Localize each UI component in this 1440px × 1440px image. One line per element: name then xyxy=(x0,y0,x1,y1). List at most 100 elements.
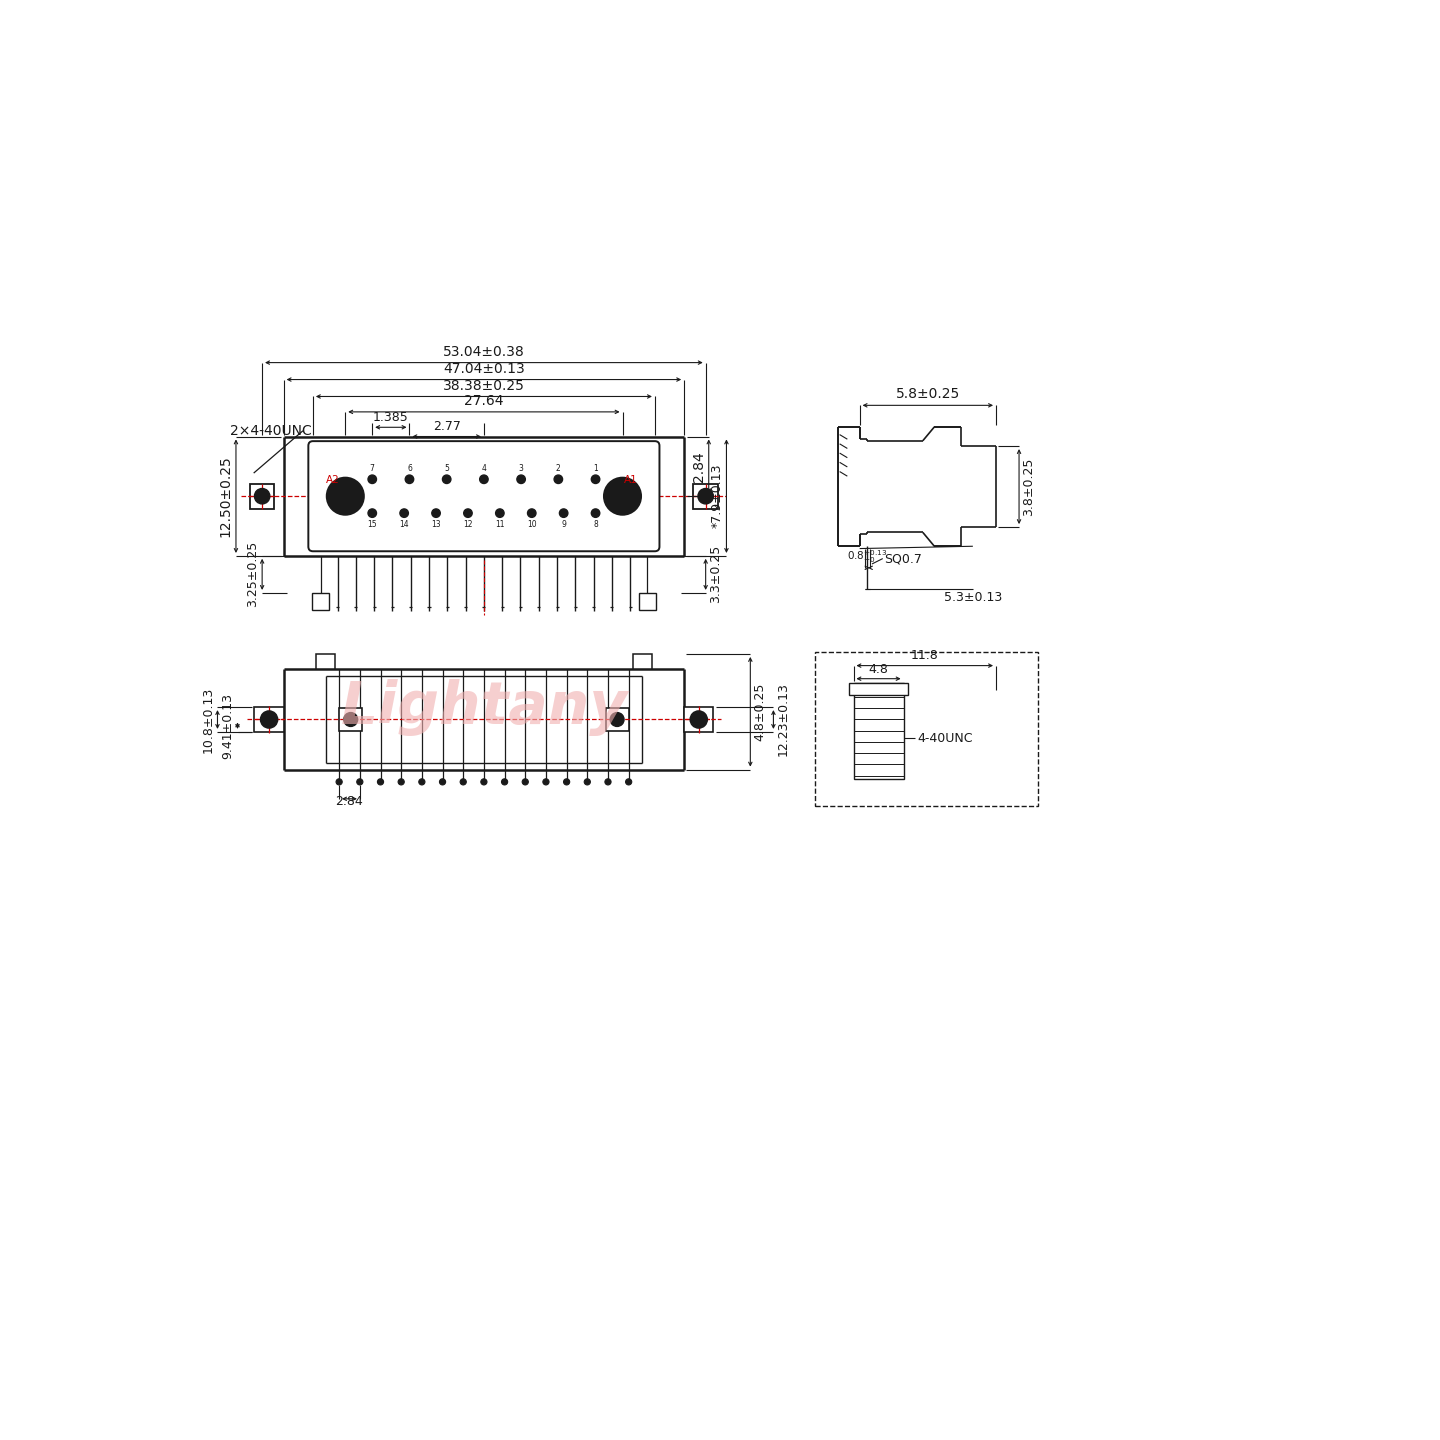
Bar xyxy=(850,683,909,696)
Text: 2.84: 2.84 xyxy=(336,795,363,808)
Circle shape xyxy=(397,779,405,785)
Circle shape xyxy=(461,779,467,785)
Text: 2×4-40UNC: 2×4-40UNC xyxy=(230,423,311,438)
Text: 8: 8 xyxy=(593,520,598,528)
Text: 12: 12 xyxy=(464,520,472,528)
Circle shape xyxy=(439,779,445,785)
Bar xyxy=(854,683,903,779)
Text: 2.84: 2.84 xyxy=(691,451,706,482)
Text: 3.8±0.25: 3.8±0.25 xyxy=(1022,458,1035,516)
Circle shape xyxy=(585,779,590,785)
Circle shape xyxy=(419,779,425,785)
Text: 14: 14 xyxy=(399,520,409,528)
Bar xyxy=(312,593,330,609)
Bar xyxy=(255,707,284,732)
Text: 38.38±0.25: 38.38±0.25 xyxy=(444,379,524,393)
Text: 12.50±0.25: 12.50±0.25 xyxy=(219,455,233,537)
Circle shape xyxy=(261,711,278,729)
Text: A2: A2 xyxy=(325,475,340,485)
Circle shape xyxy=(327,478,364,514)
Text: 11.8: 11.8 xyxy=(912,649,939,662)
Bar xyxy=(606,708,629,732)
Circle shape xyxy=(527,508,536,517)
Circle shape xyxy=(543,779,549,785)
Circle shape xyxy=(611,713,624,726)
Circle shape xyxy=(698,488,713,504)
Circle shape xyxy=(405,475,413,484)
FancyBboxPatch shape xyxy=(308,441,660,552)
Circle shape xyxy=(592,508,600,517)
Text: 2.77: 2.77 xyxy=(433,420,461,433)
Text: 3: 3 xyxy=(518,464,524,474)
Circle shape xyxy=(432,508,441,517)
Circle shape xyxy=(690,711,707,729)
Circle shape xyxy=(400,508,409,517)
Circle shape xyxy=(696,716,703,723)
Bar xyxy=(249,484,275,508)
Circle shape xyxy=(480,475,488,484)
Text: Lightany: Lightany xyxy=(340,680,628,736)
Text: 27.64: 27.64 xyxy=(464,395,504,408)
Text: 4: 4 xyxy=(481,464,487,474)
Circle shape xyxy=(464,508,472,517)
Circle shape xyxy=(523,779,528,785)
Text: 4.8: 4.8 xyxy=(868,662,888,675)
Text: $0.8^{+0.13}_{-0}$: $0.8^{+0.13}_{-0}$ xyxy=(847,549,887,564)
Text: 1.385: 1.385 xyxy=(373,412,409,425)
Circle shape xyxy=(481,779,487,785)
Text: 2: 2 xyxy=(556,464,560,474)
Text: SQ0.7: SQ0.7 xyxy=(884,552,922,564)
Text: 53.04±0.38: 53.04±0.38 xyxy=(444,344,524,359)
Circle shape xyxy=(625,779,632,785)
Circle shape xyxy=(612,485,634,507)
Circle shape xyxy=(369,508,376,517)
Text: 1: 1 xyxy=(593,464,598,474)
Circle shape xyxy=(265,716,272,723)
Circle shape xyxy=(495,508,504,517)
Circle shape xyxy=(344,713,357,726)
Circle shape xyxy=(341,491,350,501)
Circle shape xyxy=(563,779,570,785)
Circle shape xyxy=(334,485,356,507)
Circle shape xyxy=(377,779,383,785)
Text: 12.23±0.13: 12.23±0.13 xyxy=(776,683,789,756)
Circle shape xyxy=(554,475,563,484)
Circle shape xyxy=(605,779,611,785)
Bar xyxy=(340,708,363,732)
Text: A1: A1 xyxy=(624,475,638,485)
Circle shape xyxy=(357,779,363,785)
Text: 9: 9 xyxy=(562,520,566,528)
Circle shape xyxy=(442,475,451,484)
Circle shape xyxy=(501,779,508,785)
Text: 7: 7 xyxy=(370,464,374,474)
Text: 5.3±0.13: 5.3±0.13 xyxy=(943,590,1002,603)
Text: 3.25±0.25: 3.25±0.25 xyxy=(246,541,259,608)
Circle shape xyxy=(255,488,269,504)
Text: 13: 13 xyxy=(431,520,441,528)
Text: 6: 6 xyxy=(408,464,412,474)
Text: 5.8±0.25: 5.8±0.25 xyxy=(896,387,960,402)
Circle shape xyxy=(592,475,600,484)
Text: 11: 11 xyxy=(495,520,504,528)
Bar xyxy=(639,593,655,609)
Text: 10.8±0.13: 10.8±0.13 xyxy=(202,687,215,753)
Text: 4.8±0.25: 4.8±0.25 xyxy=(753,683,766,742)
Text: *7.9±0.13: *7.9±0.13 xyxy=(710,464,723,528)
Bar xyxy=(815,652,1038,806)
Text: 4-40UNC: 4-40UNC xyxy=(917,732,973,744)
Circle shape xyxy=(517,475,526,484)
Text: 47.04±0.13: 47.04±0.13 xyxy=(444,361,524,376)
Bar xyxy=(684,707,713,732)
Text: 10: 10 xyxy=(527,520,537,528)
Circle shape xyxy=(618,491,628,501)
Bar xyxy=(693,484,719,508)
Text: 9.41±0.13: 9.41±0.13 xyxy=(222,693,235,759)
Circle shape xyxy=(336,779,343,785)
Circle shape xyxy=(559,508,567,517)
Circle shape xyxy=(369,475,376,484)
Text: 3.3±0.25: 3.3±0.25 xyxy=(708,546,721,603)
Bar xyxy=(315,654,334,670)
Circle shape xyxy=(603,478,641,514)
Text: 15: 15 xyxy=(367,520,377,528)
Text: 5: 5 xyxy=(445,464,449,474)
